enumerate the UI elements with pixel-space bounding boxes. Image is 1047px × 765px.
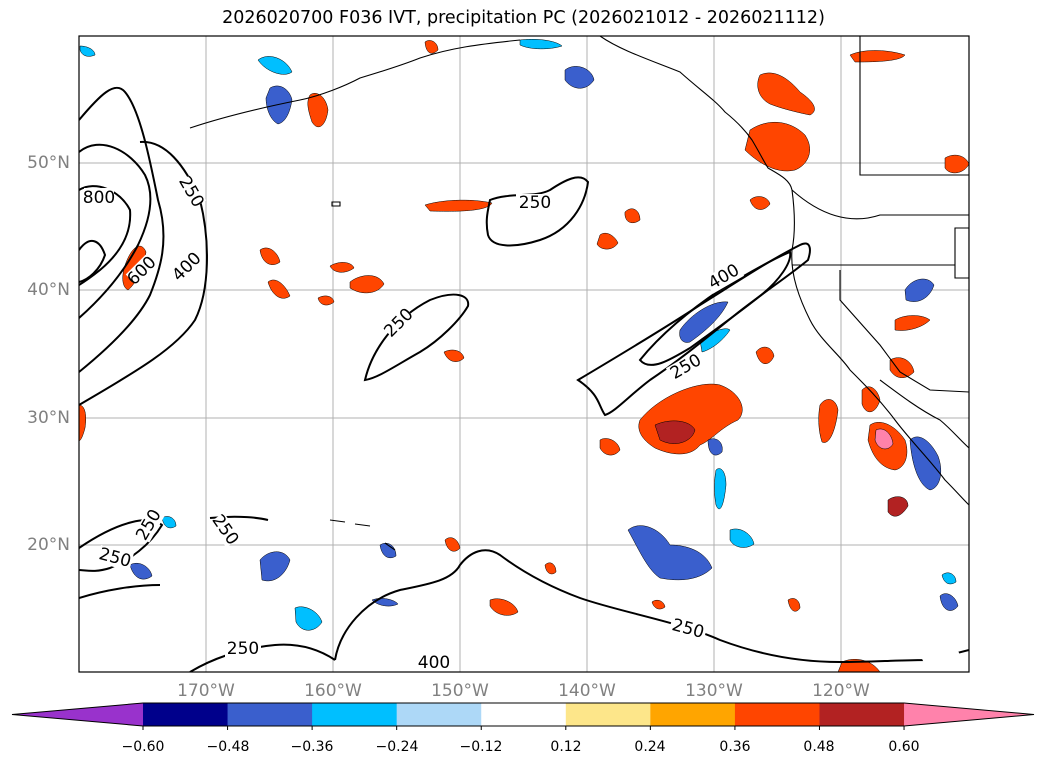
lon-label: 170°W <box>177 681 235 701</box>
colorbar-tick-label: 0.12 <box>550 739 581 755</box>
colorbar <box>11 702 1035 730</box>
colorbar-segment <box>12 703 143 726</box>
colorbar-tick-labels: −0.60 −0.48 −0.36 −0.24 −0.12 0.12 0.24 … <box>122 739 920 755</box>
colorbar-tick-label: 0.24 <box>634 739 665 755</box>
lon-label: 150°W <box>431 681 489 701</box>
lat-label: 20°N <box>27 535 70 555</box>
contour-label: 250 <box>174 173 208 211</box>
colorbar-segment <box>481 703 567 726</box>
longitude-labels: 170°W 160°W 150°W 140°W 130°W 120°W <box>177 681 870 701</box>
precip-positive-areas <box>79 40 969 672</box>
colorbar-tick-label: −0.36 <box>291 739 334 755</box>
colorbar-tick-label: 0.60 <box>888 739 919 755</box>
coastlines <box>189 36 969 551</box>
lon-label: 160°W <box>304 681 362 701</box>
colorbar-segment <box>650 703 736 726</box>
contour-label: 400 <box>418 653 450 673</box>
map-title: 2026020700 F036 IVT, precipitation PC (2… <box>222 8 825 28</box>
colorbar-tick-label: −0.60 <box>122 739 165 755</box>
colorbar-tick-label: 0.36 <box>719 739 750 755</box>
contour-label: 250 <box>670 615 707 643</box>
lat-label: 30°N <box>27 408 70 428</box>
map-frame <box>78 35 970 673</box>
colorbar-segment <box>819 703 905 726</box>
contour-label: 800 <box>83 188 115 208</box>
contour-label: 250 <box>97 544 134 572</box>
colorbar-tick-label: −0.48 <box>207 739 250 755</box>
colorbar-segment <box>396 703 482 726</box>
lat-label: 40°N <box>27 280 70 300</box>
colorbar-tick-label: −0.12 <box>460 739 503 755</box>
gridlines <box>79 36 969 672</box>
colorbar-tick-label: −0.24 <box>376 739 419 755</box>
colorbar-tick-label: 0.48 <box>803 739 834 755</box>
ivt-contours <box>79 86 969 672</box>
precip-negative-areas <box>79 39 959 631</box>
lat-label: 50°N <box>27 153 70 173</box>
colorbar-segment <box>734 703 820 726</box>
lon-label: 120°W <box>812 681 870 701</box>
contour-label: 250 <box>519 193 551 213</box>
contour-label: 400 <box>168 248 205 285</box>
colorbar-segment <box>143 703 229 726</box>
lon-label: 130°W <box>685 681 743 701</box>
contour-label-backgrounds <box>84 174 963 672</box>
colorbar-segment <box>904 703 1034 726</box>
colorbar-segment <box>227 703 313 726</box>
latitude-labels: 50°N 40°N 30°N 20°N <box>27 153 70 555</box>
colorbar-segment <box>565 703 651 726</box>
contour-label: 250 <box>227 639 259 659</box>
colorbar-segment <box>312 703 398 726</box>
lon-label: 140°W <box>558 681 616 701</box>
